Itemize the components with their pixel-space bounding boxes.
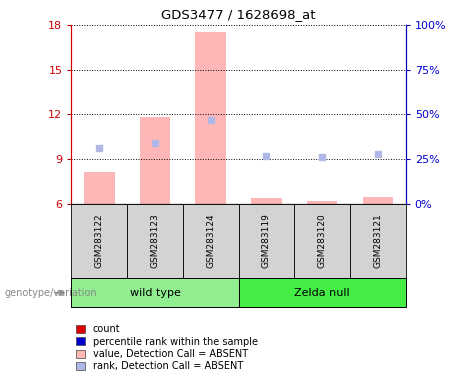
Text: GSM283122: GSM283122 [95, 214, 104, 268]
Text: GSM283119: GSM283119 [262, 214, 271, 268]
Point [263, 153, 270, 159]
Text: GSM283121: GSM283121 [373, 214, 382, 268]
FancyBboxPatch shape [294, 204, 350, 278]
FancyBboxPatch shape [183, 204, 238, 278]
FancyBboxPatch shape [350, 204, 406, 278]
FancyBboxPatch shape [238, 278, 406, 307]
Bar [140, 117, 170, 204]
Text: GSM283123: GSM283123 [150, 214, 160, 268]
Text: Zelda null: Zelda null [294, 288, 350, 298]
FancyBboxPatch shape [238, 204, 294, 278]
Bar [362, 197, 393, 204]
FancyBboxPatch shape [71, 278, 238, 307]
Bar [84, 172, 115, 204]
Title: GDS3477 / 1628698_at: GDS3477 / 1628698_at [161, 8, 316, 21]
Point [207, 117, 214, 123]
Text: genotype/variation: genotype/variation [5, 288, 97, 298]
Point [151, 139, 159, 146]
Text: GSM283124: GSM283124 [206, 214, 215, 268]
Text: GSM283120: GSM283120 [318, 214, 327, 268]
Legend: count, percentile rank within the sample, value, Detection Call = ABSENT, rank, : count, percentile rank within the sample… [77, 324, 258, 371]
Text: wild type: wild type [130, 288, 180, 298]
FancyBboxPatch shape [71, 204, 127, 278]
Point [319, 154, 326, 160]
Bar [195, 32, 226, 204]
Point [95, 146, 103, 152]
Point [374, 151, 382, 157]
FancyBboxPatch shape [127, 204, 183, 278]
Bar [307, 201, 337, 204]
Bar [251, 198, 282, 204]
